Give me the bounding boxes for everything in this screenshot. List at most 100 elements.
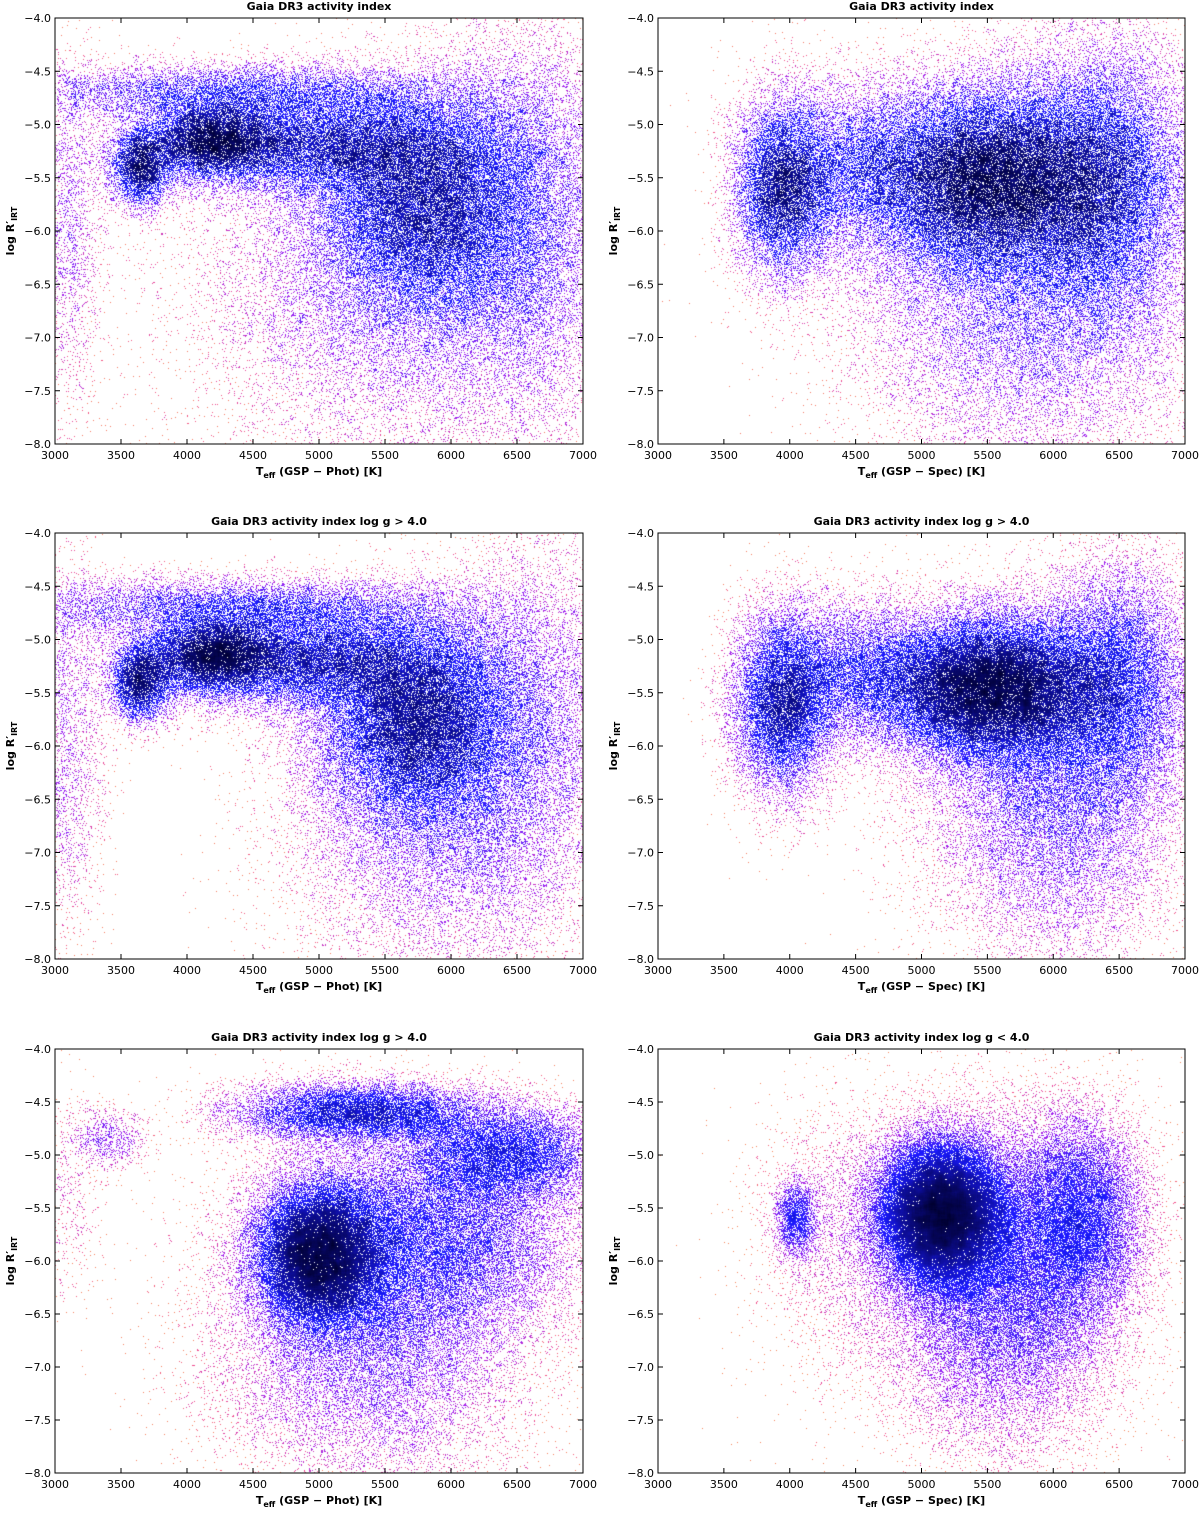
y-tick-label: −4.0: [627, 1043, 654, 1056]
x-tick-label: 6000: [1039, 964, 1067, 977]
y-tick-label: −6.5: [627, 1308, 654, 1321]
x-tick-label: 3500: [710, 1478, 738, 1491]
y-axis-label: log R′IRT: [607, 1236, 622, 1285]
x-tick-label: 5000: [908, 449, 936, 462]
x-tick-label: 7000: [569, 964, 597, 977]
y-tick-label: −5.0: [627, 119, 654, 132]
x-tick-label: 6500: [1105, 1478, 1133, 1491]
y-axis-label: log R′IRT: [4, 1236, 19, 1285]
x-tick-label: 4500: [842, 964, 870, 977]
x-axis-label: Teff (GSP − Phot) [K]: [256, 1494, 382, 1509]
y-tick-label: −7.0: [24, 332, 51, 345]
y-tick-label: −7.0: [24, 1361, 51, 1374]
x-tick-label: 5000: [908, 964, 936, 977]
y-axis-label: log R′IRT: [4, 721, 19, 770]
y-tick-label: −4.0: [627, 527, 654, 540]
x-tick-label: 5500: [371, 449, 399, 462]
x-tick-label: 4500: [239, 449, 267, 462]
scatter-panel-6: Gaia DR3 activity index log g < 4.0 3000 3…: [607, 1031, 1199, 1509]
y-tick-label: −5.0: [24, 119, 51, 132]
scatter-panel-4: Gaia DR3 activity index log g > 4.0 3000 3…: [607, 515, 1199, 995]
y-tick-label: −6.0: [24, 225, 51, 238]
y-tick-label: −5.5: [24, 1202, 51, 1215]
x-tick-label: 4000: [776, 1478, 804, 1491]
x-tick-label: 6000: [437, 964, 465, 977]
y-tick-label: −7.0: [627, 847, 654, 860]
y-tick-label: −7.5: [24, 385, 51, 398]
x-tick-label: 4500: [239, 1478, 267, 1491]
x-tick-label: 5500: [973, 964, 1001, 977]
y-tick-label: −5.5: [627, 1202, 654, 1215]
x-axis-label: Teff (GSP − Spec) [K]: [858, 1494, 985, 1509]
y-tick-label: −5.5: [24, 172, 51, 185]
x-tick-label: 6500: [1105, 449, 1133, 462]
x-tick-label: 6000: [1039, 1478, 1067, 1491]
y-tick-label: −6.5: [24, 278, 51, 291]
x-tick-label: 6500: [503, 964, 531, 977]
x-tick-label: 3500: [107, 964, 135, 977]
x-tick-label: 3500: [107, 1478, 135, 1491]
y-tick-label: −6.0: [24, 740, 51, 753]
y-tick-label: −5.0: [24, 1149, 51, 1162]
x-tick-label: 5500: [973, 449, 1001, 462]
y-axis-label: log R′IRT: [607, 721, 622, 770]
panel-title: Gaia DR3 activity index log g < 4.0: [814, 1031, 1030, 1044]
y-tick-label: −4.0: [24, 527, 51, 540]
y-tick-label: −4.5: [24, 1096, 51, 1109]
y-tick-label: −4.5: [24, 580, 51, 593]
x-tick-label: 4000: [776, 964, 804, 977]
panel-title: Gaia DR3 activity index log g > 4.0: [814, 515, 1030, 528]
density-scatter-points: [658, 18, 1185, 444]
y-tick-label: −8.0: [627, 953, 654, 966]
y-tick-label: −4.5: [627, 580, 654, 593]
panel-title: Gaia DR3 activity index: [849, 0, 994, 13]
y-tick-label: −6.5: [24, 793, 51, 806]
y-tick-label: −7.0: [24, 847, 51, 860]
x-tick-label: 6000: [437, 1478, 465, 1491]
y-tick-label: −8.0: [24, 438, 51, 451]
y-tick-label: −4.0: [24, 1043, 51, 1056]
y-tick-label: −4.5: [627, 65, 654, 78]
y-tick-label: −7.5: [627, 1414, 654, 1427]
y-tick-label: −8.0: [627, 438, 654, 451]
x-tick-label: 7000: [1171, 1478, 1199, 1491]
y-tick-label: −8.0: [627, 1467, 654, 1480]
x-tick-label: 7000: [569, 1478, 597, 1491]
y-tick-label: −6.0: [24, 1255, 51, 1268]
x-tick-label: 3000: [644, 964, 672, 977]
y-axis-label: log R′IRT: [4, 206, 19, 255]
x-tick-label: 4500: [842, 1478, 870, 1491]
density-scatter-points: [55, 18, 583, 444]
y-tick-label: −8.0: [24, 953, 51, 966]
y-tick-label: −7.0: [627, 1361, 654, 1374]
x-tick-label: 6000: [437, 449, 465, 462]
x-tick-label: 4000: [776, 449, 804, 462]
y-tick-label: −6.0: [627, 225, 654, 238]
y-tick-label: −7.5: [627, 385, 654, 398]
x-tick-label: 4500: [842, 449, 870, 462]
x-tick-label: 5000: [305, 449, 333, 462]
x-axis-label: Teff (GSP − Spec) [K]: [858, 980, 985, 995]
y-tick-label: −7.0: [627, 332, 654, 345]
x-tick-label: 3500: [107, 449, 135, 462]
x-tick-label: 5500: [371, 1478, 399, 1491]
panel-title: Gaia DR3 activity index: [247, 0, 392, 13]
x-tick-label: 4500: [239, 964, 267, 977]
density-scatter-points: [55, 533, 583, 959]
x-tick-label: 3000: [644, 449, 672, 462]
y-axis-label: log R′IRT: [607, 206, 622, 255]
x-tick-label: 5000: [908, 1478, 936, 1491]
x-tick-label: 5500: [973, 1478, 1001, 1491]
x-tick-label: 3000: [41, 1478, 69, 1491]
x-tick-label: 7000: [1171, 964, 1199, 977]
x-axis-label: Teff (GSP − Phot) [K]: [256, 465, 382, 480]
scatter-panel-2: Gaia DR3 activity index 3000 3500 4000 4500 5…: [607, 0, 1199, 480]
y-tick-label: −4.0: [24, 12, 51, 25]
x-tick-label: 3000: [644, 1478, 672, 1491]
y-tick-label: −6.5: [627, 278, 654, 291]
y-tick-label: −6.5: [24, 1308, 51, 1321]
y-tick-label: −5.0: [627, 1149, 654, 1162]
x-tick-label: 7000: [569, 449, 597, 462]
density-scatter-points: [55, 1049, 583, 1473]
scatter-panel-5: Gaia DR3 activity index log g > 4.0 3000 3…: [4, 1031, 597, 1509]
